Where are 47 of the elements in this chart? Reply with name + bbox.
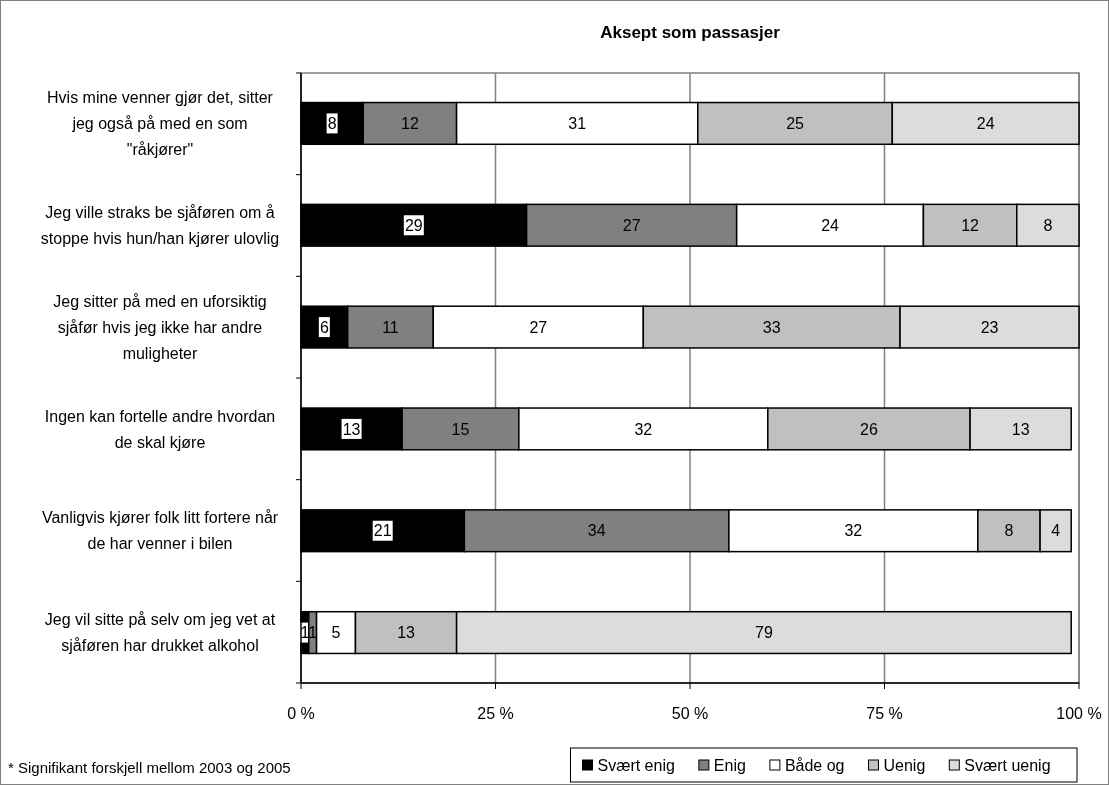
data-label: 33 [762, 318, 781, 336]
y-tick-label: Hvis mine venner gjør det, sitter jeg også på med en som "råkjører" [47, 89, 274, 159]
data-label: 24 [976, 115, 995, 133]
legend-label: Både og [784, 756, 845, 774]
data-label: 32 [844, 522, 863, 540]
data-label: 8 [1004, 522, 1014, 540]
data-label: 27 [622, 216, 641, 234]
data-label: 24 [821, 216, 840, 234]
x-tick-label: 0 % [287, 704, 315, 722]
data-label: 13 [342, 420, 361, 438]
legend-label: Svært enig [597, 756, 675, 774]
data-label: 21 [373, 522, 392, 540]
data-label: 34 [587, 522, 606, 540]
data-label: 15 [451, 420, 470, 438]
data-label: 8 [327, 115, 337, 133]
data-label: 11 [382, 318, 399, 336]
data-label: 8 [1043, 216, 1053, 234]
data-label: 25 [786, 115, 805, 133]
chart-title: Aksept som passasjer [600, 23, 781, 42]
data-label: 6 [319, 318, 329, 336]
data-label: 1 [308, 624, 318, 642]
data-label: 32 [634, 420, 653, 438]
legend-label: Uenig [883, 756, 926, 774]
data-label: 12 [961, 216, 980, 234]
legend-label: Svært uenig [964, 756, 1051, 774]
y-tick-label: Vanligvis kjører folk litt fortere når de har venner i bilen [41, 509, 279, 553]
data-label: 26 [860, 420, 878, 438]
y-tick-label: Jeg sitter på med en uforsiktig sjåfør hvis jeg ikke har andre muligheter [53, 292, 267, 362]
data-label: 5 [331, 624, 341, 642]
y-tick-label: Ingen kan fortelle andre hvordan de skal kjøre [44, 407, 276, 451]
data-label: 23 [980, 318, 999, 336]
data-label: 29 [404, 216, 423, 234]
x-tick-label: 100 % [1056, 704, 1102, 722]
legend-label: Enig [713, 756, 746, 774]
y-tick-label: Jeg ville straks be sjåføren om å stoppe hvis hun/han kjører ulovlig [40, 203, 280, 247]
x-tick-label: 25 % [477, 704, 514, 722]
data-label: 79 [755, 624, 773, 642]
data-label: 27 [529, 318, 548, 336]
data-label: 4 [1051, 522, 1061, 540]
x-tick-label: 75 % [866, 704, 903, 722]
y-tick-label: Jeg vil sitte på selv om jeg vet at sjåføren har drukket alkohol [44, 611, 276, 655]
text: * Signifikant forskjell mellom 2003 og 2005 [8, 759, 291, 777]
data-label: 12 [401, 115, 419, 133]
x-tick-label: 50 % [671, 704, 709, 722]
data-label: 31 [568, 115, 587, 133]
data-label: 13 [397, 624, 416, 642]
data-label: 13 [1011, 420, 1030, 438]
